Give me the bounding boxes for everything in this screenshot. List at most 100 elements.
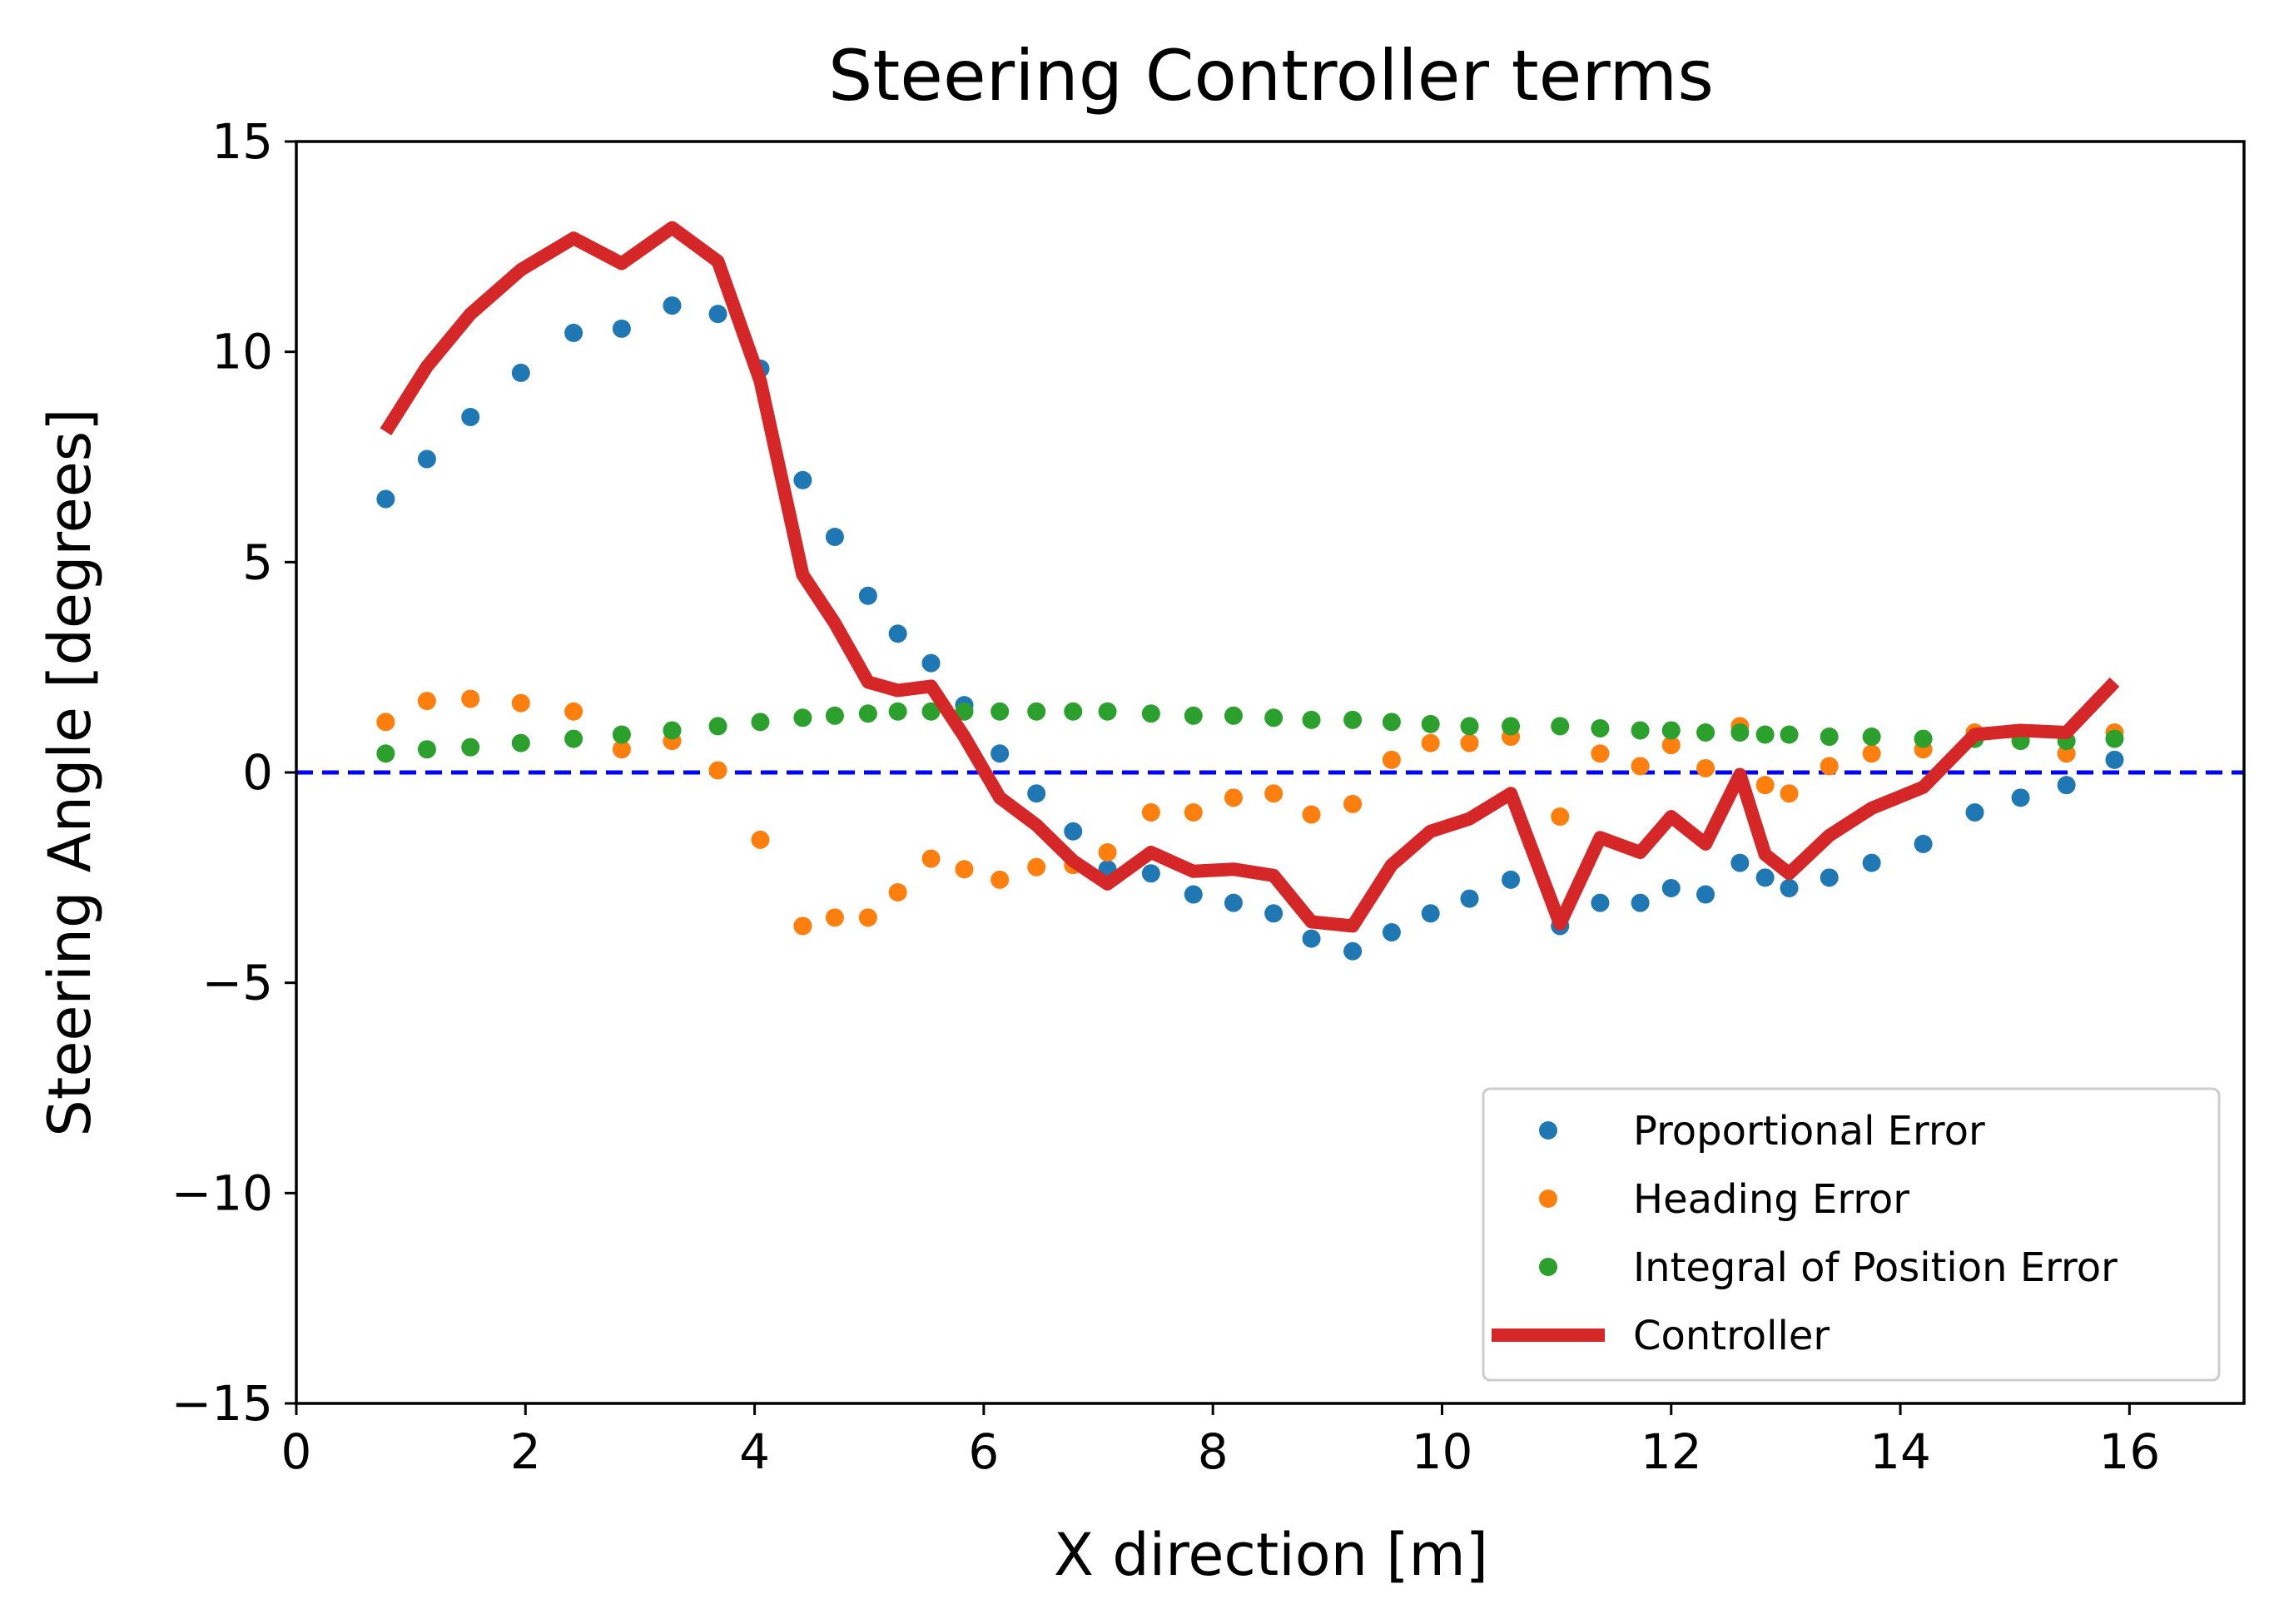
data-point	[461, 738, 480, 757]
data-point	[1264, 708, 1283, 728]
legend-item: Controller	[1492, 1313, 1830, 1359]
data-point	[1098, 702, 1117, 721]
y-tick-label: −5	[202, 955, 274, 1011]
series-0	[376, 296, 2124, 961]
data-point	[1551, 717, 1570, 736]
data-point	[1730, 723, 1750, 742]
data-point	[921, 653, 941, 673]
data-point	[417, 740, 436, 759]
data-point	[1064, 702, 1083, 721]
data-point	[1460, 889, 1479, 908]
data-point	[1421, 714, 1440, 733]
data-point	[1027, 702, 1046, 721]
data-point	[1862, 728, 1881, 747]
data-point	[663, 296, 682, 315]
data-point	[1224, 893, 1243, 912]
data-point	[955, 702, 974, 721]
data-point	[1730, 853, 1750, 872]
data-point	[1421, 733, 1440, 752]
legend: Proportional Error Heading Error Integral …	[1482, 1087, 2221, 1382]
legend-label: Heading Error	[1633, 1176, 1909, 1223]
data-point	[888, 702, 907, 721]
data-point	[825, 528, 844, 547]
data-point	[376, 713, 395, 732]
data-point	[991, 870, 1010, 889]
data-point	[1631, 893, 1650, 912]
data-point	[1862, 744, 1881, 763]
data-point	[751, 713, 770, 732]
data-point	[858, 908, 877, 927]
x-axis-label: X direction [m]	[1054, 1521, 1488, 1589]
data-point	[1502, 870, 1521, 889]
y-tick-label: 0	[242, 744, 273, 801]
x-tick-label: 12	[1641, 1423, 1702, 1480]
data-point	[708, 761, 727, 780]
x-tick-label: 10	[1412, 1423, 1473, 1480]
x-tick-label: 4	[739, 1423, 770, 1480]
data-point	[921, 849, 941, 868]
data-point	[663, 721, 682, 740]
x-tick-label: 6	[968, 1423, 999, 1480]
data-point	[1343, 794, 1363, 813]
y-tick-label: −10	[171, 1165, 273, 1221]
data-point	[1141, 803, 1160, 822]
data-point	[1914, 834, 1933, 853]
data-point	[1421, 904, 1440, 923]
data-point	[1591, 893, 1610, 912]
legend-swatch	[1539, 1121, 1557, 1140]
legend-item: Heading Error	[1539, 1176, 1909, 1223]
data-point	[1184, 706, 1203, 725]
x-tick-label: 14	[1869, 1423, 1931, 1480]
data-point	[2105, 729, 2124, 748]
data-point	[417, 692, 436, 711]
data-point	[564, 702, 583, 721]
data-point	[1264, 904, 1283, 923]
y-tick-label: 5	[242, 534, 273, 590]
y-axis-label: Steering Angle [degrees]	[36, 408, 104, 1136]
data-point	[2057, 744, 2076, 763]
data-point	[708, 717, 727, 736]
data-point	[1302, 805, 1321, 824]
data-point	[1343, 710, 1363, 729]
data-point	[417, 449, 436, 469]
data-point	[1141, 864, 1160, 883]
data-point	[612, 725, 631, 744]
data-point	[921, 702, 941, 721]
x-tick-label: 8	[1198, 1423, 1229, 1480]
data-point	[1862, 853, 1881, 872]
data-point	[511, 693, 530, 713]
data-point	[1631, 721, 1650, 740]
data-point	[955, 860, 974, 879]
x-tick-label: 16	[2098, 1423, 2160, 1480]
data-point	[1780, 878, 1799, 897]
data-point	[1302, 929, 1321, 948]
data-point	[793, 916, 812, 936]
data-point	[1591, 718, 1610, 738]
data-point	[1820, 728, 1839, 747]
y-tick-label: −15	[171, 1375, 273, 1432]
data-point	[612, 740, 631, 759]
data-point	[511, 733, 530, 752]
data-point	[1224, 706, 1243, 725]
data-point	[1224, 788, 1243, 807]
data-point	[2105, 750, 2124, 769]
data-point	[1755, 725, 1775, 744]
data-point	[1661, 878, 1681, 897]
data-point	[888, 883, 907, 902]
y-tick-label: 15	[211, 113, 273, 170]
data-point	[1820, 868, 1839, 887]
x-tick-label: 2	[510, 1423, 541, 1480]
data-point	[2011, 788, 2030, 807]
data-point	[793, 470, 812, 489]
data-point	[1460, 717, 1479, 736]
data-point	[793, 708, 812, 728]
data-point	[564, 323, 583, 342]
data-point	[1661, 721, 1681, 740]
data-point	[858, 704, 877, 723]
data-point	[461, 407, 480, 426]
data-point	[1591, 744, 1610, 763]
data-point	[612, 319, 631, 338]
data-point	[376, 489, 395, 509]
x-tick-label: 0	[281, 1423, 312, 1480]
data-point	[1631, 757, 1650, 776]
